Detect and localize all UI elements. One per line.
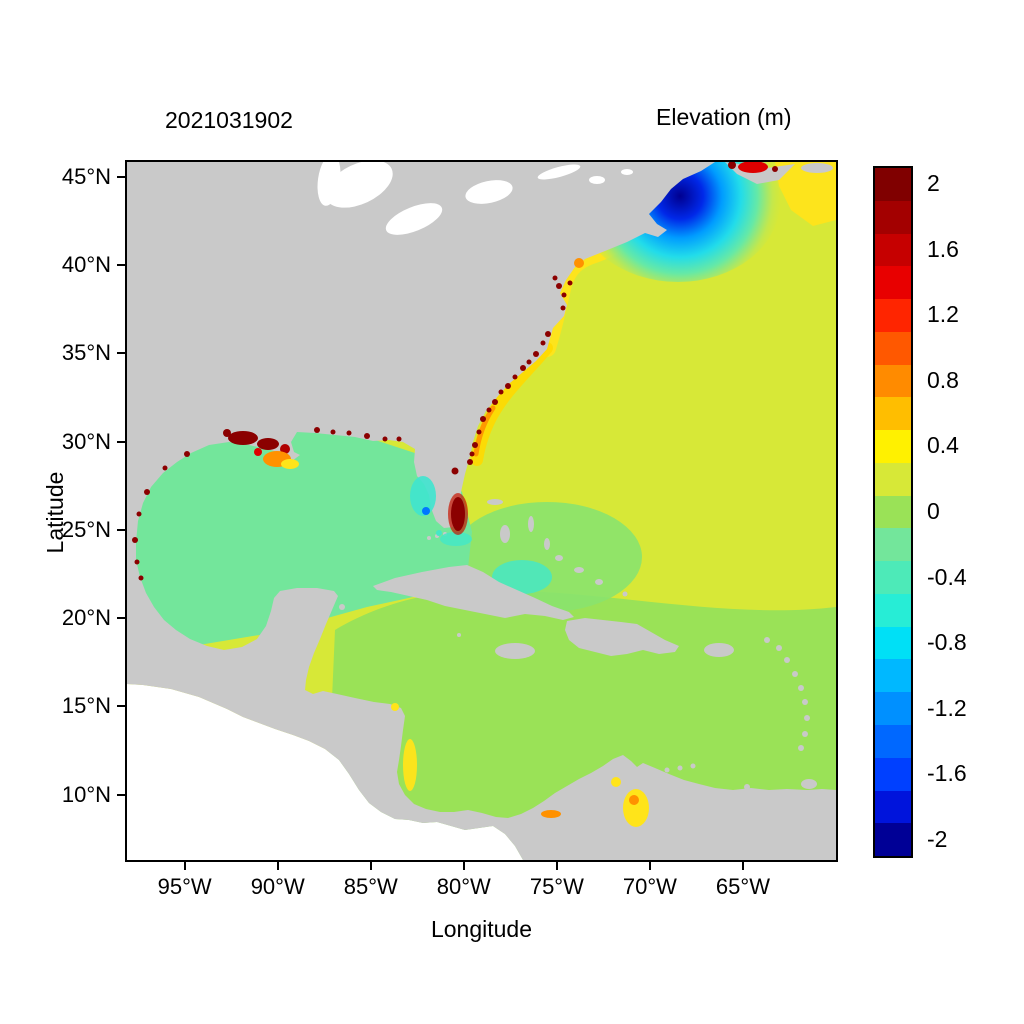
x-tick-label: 90°W (250, 874, 305, 899)
colorbar-band (875, 200, 911, 234)
great-lakes (317, 162, 633, 235)
y-tick-label: 25°N (61, 516, 111, 542)
new-york-bight-spot (574, 258, 584, 268)
y-tick-mark (117, 528, 125, 531)
x-tick-label: 65°W (715, 874, 770, 899)
land-cape-breton (801, 163, 833, 173)
colorbar-tick-label: 1.2 (927, 301, 959, 328)
y-tick-mark (117, 264, 125, 267)
colorbar-tick-label: -0.4 (927, 563, 967, 590)
y-tick-label: 30°N (61, 428, 111, 454)
colorbar-tick-label: 0.4 (927, 432, 959, 459)
x-axis-title: Longitude (430, 916, 533, 942)
colorbar-band (875, 692, 911, 726)
colorbar-tick-label: 0.8 (927, 366, 959, 393)
y-tick-label: 35°N (61, 340, 111, 366)
colorbar-band (875, 266, 911, 300)
x-tick-label: 70°W (622, 874, 677, 899)
caribbean-yellow-features (391, 703, 649, 827)
y-tick-mark (117, 705, 125, 708)
y-tick-label: 45°N (61, 164, 111, 189)
x-tick-mark (183, 862, 186, 870)
colorbar-tick-label: -2 (927, 825, 948, 852)
colorbar-band (875, 823, 911, 857)
x-tick-label: 95°W (157, 874, 212, 899)
y-tick-label: 20°N (61, 605, 111, 631)
x-tick-mark (555, 862, 558, 870)
colorbar-band (875, 626, 911, 660)
colorbar-band (875, 299, 911, 332)
elevation-title: Elevation (m) (656, 104, 792, 130)
x-tick-mark (462, 862, 465, 870)
colorbar-band (875, 790, 911, 824)
timestamp-title: 2021031902 (165, 107, 293, 133)
y-tick-mark (117, 440, 125, 443)
land-bahamas-islands (487, 499, 628, 597)
colorbar-band (875, 725, 911, 758)
land-jamaica (495, 643, 535, 659)
x-tick-mark (648, 862, 651, 870)
colorbar-band (875, 430, 911, 463)
y-tick-label: 40°N (61, 252, 111, 278)
colorbar-tick-label: 1.6 (927, 235, 959, 262)
pacific-no-data (127, 684, 523, 860)
plot-area (125, 160, 838, 862)
land-mainland (127, 162, 836, 860)
florida-anomalies (410, 467, 472, 546)
x-tick-mark (276, 862, 279, 870)
colorbar-band (875, 593, 911, 627)
coastal-high-water-specks (132, 275, 573, 581)
y-tick-mark (117, 176, 125, 178)
land-hispaniola (565, 618, 679, 656)
colorbar-band (875, 528, 911, 562)
colorbar-tick-label: -0.8 (927, 629, 967, 656)
colorbar-tick-label: -1.2 (927, 694, 967, 721)
louisiana-high-water-cluster (223, 429, 299, 469)
colorbar-tick-label: -1.6 (927, 760, 967, 787)
x-tick-mark (369, 862, 372, 870)
colorbar-band (875, 233, 911, 267)
bay-of-fundy-high (728, 162, 778, 173)
colorbar-tick-label: 0 (927, 498, 940, 524)
x-tick-label: 80°W (436, 874, 491, 899)
colorbar-band (875, 168, 911, 201)
colorbar-band (875, 659, 911, 693)
colorbar-band (875, 331, 911, 365)
y-tick-label: 10°N (61, 781, 111, 807)
y-tick-mark (117, 793, 125, 796)
land-puerto-rico (704, 643, 734, 657)
colorbar-band (875, 561, 911, 594)
colorbar-tick-label: 2 (927, 170, 940, 197)
map-canvas (127, 162, 836, 860)
y-tick-mark (117, 352, 125, 355)
colorbar-band (875, 364, 911, 398)
colorbar-band (875, 397, 911, 431)
colorbar-band (875, 462, 911, 496)
y-tick-label: 15°N (61, 693, 111, 719)
land-cuba (373, 565, 574, 620)
x-tick-mark (741, 862, 744, 870)
colorbar-band (875, 757, 911, 791)
y-tick-mark (117, 617, 125, 620)
colorbar (873, 166, 913, 858)
x-tick-label: 85°W (343, 874, 398, 899)
land-americas (127, 162, 836, 860)
x-tick-label: 75°W (529, 874, 584, 899)
colorbar-band (875, 495, 911, 529)
